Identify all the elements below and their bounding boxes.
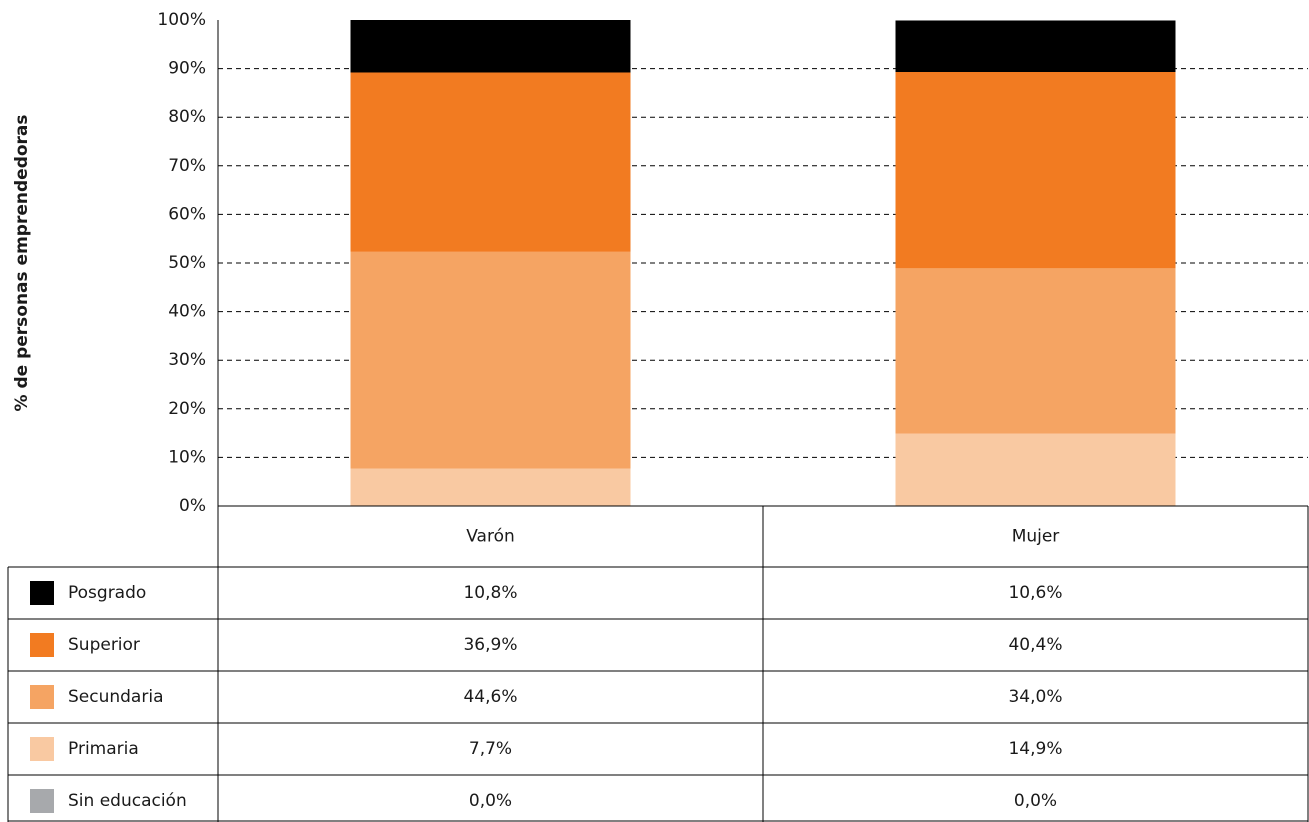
table-cell: 40,4% bbox=[1008, 635, 1062, 655]
table-cell: 7,7% bbox=[469, 739, 512, 759]
bar-segment bbox=[895, 20, 1176, 73]
y-tick-label: 0% bbox=[179, 496, 206, 516]
bar-segment bbox=[350, 251, 631, 469]
x-tick-label: Varón bbox=[466, 527, 515, 547]
y-tick-label: 70% bbox=[168, 156, 206, 176]
legend-label: Posgrado bbox=[68, 583, 146, 603]
table-cell: 44,6% bbox=[463, 687, 517, 707]
legend-label: Superior bbox=[68, 635, 140, 655]
legend-swatch bbox=[30, 737, 54, 761]
legend-label: Primaria bbox=[68, 739, 139, 759]
table-cell: 0,0% bbox=[1014, 791, 1057, 811]
legend-swatch bbox=[30, 789, 54, 813]
bar-segment bbox=[895, 268, 1176, 434]
x-tick-label: Mujer bbox=[1012, 527, 1060, 547]
table-cell: 10,8% bbox=[463, 583, 517, 603]
legend-label: Secundaria bbox=[68, 687, 163, 707]
y-tick-label: 10% bbox=[168, 447, 206, 467]
y-tick-label: 20% bbox=[168, 399, 206, 419]
bar-segment bbox=[350, 20, 631, 73]
y-tick-label: 100% bbox=[157, 10, 206, 30]
y-tick-label: 30% bbox=[168, 350, 206, 370]
bar-segment bbox=[350, 468, 631, 506]
y-axis-label: % de personas emprendedoras bbox=[12, 114, 32, 411]
legend-label: Sin educación bbox=[68, 791, 187, 811]
y-tick-label: 60% bbox=[168, 204, 206, 224]
y-tick-label: 50% bbox=[168, 253, 206, 273]
y-tick-label: 40% bbox=[168, 302, 206, 322]
table-cell: 14,9% bbox=[1008, 739, 1062, 759]
legend-swatch bbox=[30, 633, 54, 657]
table-cell: 36,9% bbox=[463, 635, 517, 655]
legend-swatch bbox=[30, 685, 54, 709]
table-cell: 10,6% bbox=[1008, 583, 1062, 603]
table-cell: 0,0% bbox=[469, 791, 512, 811]
y-tick-label: 80% bbox=[168, 107, 206, 127]
bar-segment bbox=[350, 72, 631, 252]
bar-segment bbox=[895, 72, 1176, 269]
y-tick-label: 90% bbox=[168, 59, 206, 79]
legend-swatch bbox=[30, 581, 54, 605]
table-cell: 34,0% bbox=[1008, 687, 1062, 707]
bar-segment bbox=[895, 433, 1176, 506]
